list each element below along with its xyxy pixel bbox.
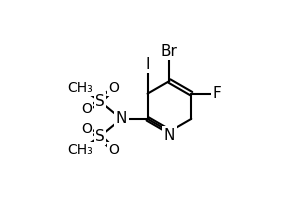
- Text: F: F: [212, 86, 221, 101]
- Text: N: N: [164, 128, 175, 143]
- Text: O: O: [81, 122, 92, 136]
- Text: O: O: [108, 81, 119, 95]
- Text: CH₃: CH₃: [68, 81, 93, 95]
- Text: S: S: [95, 129, 105, 144]
- Text: O: O: [108, 143, 119, 157]
- Text: O: O: [81, 102, 92, 116]
- Text: CH₃: CH₃: [68, 143, 93, 157]
- Text: N: N: [116, 111, 127, 126]
- Text: I: I: [145, 57, 150, 72]
- Text: S: S: [95, 94, 105, 109]
- Text: Br: Br: [161, 44, 178, 59]
